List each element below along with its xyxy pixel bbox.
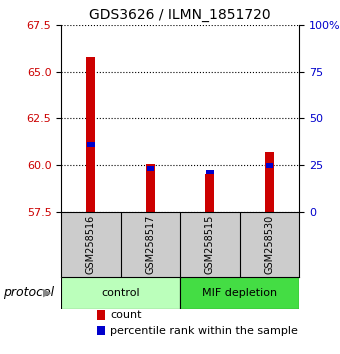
Text: ▶: ▶: [43, 288, 52, 298]
Bar: [180, 276, 299, 309]
Title: GDS3626 / ILMN_1851720: GDS3626 / ILMN_1851720: [89, 8, 271, 22]
Bar: [87, 142, 95, 147]
Text: protocol: protocol: [3, 286, 54, 299]
Text: GSM258517: GSM258517: [146, 215, 155, 274]
Bar: [266, 163, 273, 168]
Bar: [205, 174, 215, 212]
Bar: [265, 152, 274, 212]
Bar: [61, 276, 180, 309]
Text: GSM258516: GSM258516: [86, 215, 96, 274]
Bar: [97, 310, 105, 320]
Bar: [206, 170, 214, 174]
Text: count: count: [110, 310, 141, 320]
Bar: [86, 57, 96, 212]
Bar: [147, 166, 154, 171]
Bar: [146, 164, 155, 212]
Bar: [97, 326, 105, 336]
Text: GSM258530: GSM258530: [265, 215, 274, 274]
Text: MIF depletion: MIF depletion: [202, 288, 277, 298]
Text: GSM258515: GSM258515: [205, 215, 215, 274]
Text: control: control: [101, 288, 140, 298]
Text: percentile rank within the sample: percentile rank within the sample: [110, 326, 298, 336]
